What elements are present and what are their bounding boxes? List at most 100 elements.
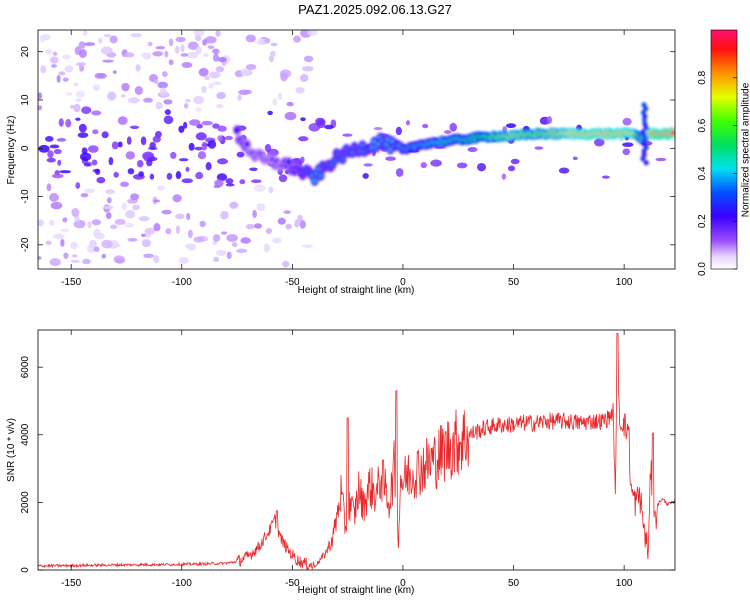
spectrogram-cell: [212, 234, 221, 242]
ridge-streak: [640, 110, 646, 116]
spectrogram-cell: [195, 132, 207, 141]
spectrogram-cell: [123, 222, 134, 228]
spectrogram-cell: [71, 208, 80, 217]
spectrogram-cell: [80, 193, 89, 198]
spectrogram-cell: [254, 223, 262, 229]
spectrogram-cell: [226, 251, 232, 260]
spectrogram-cell: [147, 41, 153, 47]
spectrogram-cell: [146, 159, 153, 167]
snr-series-line: [38, 332, 675, 570]
ridge-core: [245, 142, 250, 146]
spectrogram-x-tick-label: -150: [61, 277, 81, 288]
spectrogram-cell: [278, 174, 288, 183]
snr-x-label: Height of straight line (km): [298, 585, 415, 596]
spectrogram-x-tick-label: 0: [400, 277, 406, 288]
spectrogram-cell: [202, 38, 208, 46]
spectrogram-cell: [395, 126, 402, 136]
ridge-streak: [643, 106, 649, 112]
ridge-streak: [640, 156, 646, 162]
spectrogram-cell: [298, 136, 309, 142]
spectrogram-cell: [622, 148, 631, 156]
ridge-core: [332, 159, 337, 163]
colorbar-gradient: [711, 30, 737, 269]
spectrogram-cell: [224, 135, 233, 141]
colorbar-tick-label: 0.4: [697, 166, 708, 180]
spectrogram-cell: [92, 84, 100, 91]
spectrogram-cell: [127, 237, 138, 242]
spectrogram-cell: [263, 243, 271, 253]
ridge-streak: [640, 129, 646, 135]
spectrogram-cell: [141, 239, 152, 248]
spectrogram-cell: [231, 242, 238, 248]
spectrogram-cell: [152, 135, 161, 143]
spectrogram-y-tick-label: -10: [20, 189, 31, 204]
spectrogram-cell: [476, 162, 487, 172]
spectrogram-cell: [240, 68, 252, 77]
spectrogram-cell: [138, 216, 150, 222]
snr-x-tick-label: -50: [285, 578, 300, 589]
spectrogram-cell: [172, 194, 182, 203]
spectrogram-cell: [342, 133, 353, 137]
ridge-streak: [641, 152, 647, 158]
spectrogram-cell: [70, 241, 78, 250]
spectrogram-cell: [195, 107, 202, 112]
spectrogram-cell: [44, 136, 54, 142]
spectrogram-frame: [37, 29, 676, 270]
snr-x-tick-label: -100: [172, 578, 192, 589]
spectrogram-cell: [405, 120, 411, 126]
spectrogram-cell: [96, 176, 106, 184]
spectrogram-cell: [111, 141, 119, 150]
spectrogram-cell: [237, 94, 242, 101]
spectrogram-cell: [197, 151, 207, 160]
spectrogram-cell: [178, 125, 185, 134]
spectrogram-cell: [75, 90, 85, 98]
spectrogram-cell: [60, 228, 70, 232]
spectrogram-cell: [534, 146, 544, 150]
spectrogram-cell: [284, 111, 297, 121]
spectrogram-cell: [208, 71, 221, 79]
spectrogram-x-tick-label: -50: [285, 277, 300, 288]
spectrogram-cell: [103, 33, 112, 38]
spectrogram-cell: [217, 56, 227, 63]
spectrogram-cell: [91, 110, 102, 116]
spectrogram-cell: [282, 260, 290, 268]
ridge-streak: [641, 102, 647, 108]
spectrogram-cell: [38, 144, 50, 153]
spectrogram-cell: [152, 254, 160, 264]
ridge-core: [235, 128, 240, 132]
spectrogram-cell: [324, 124, 334, 130]
spectrogram-cell: [144, 227, 156, 235]
colorbar-label: Normalized spectral amplitude: [740, 82, 750, 217]
spectrogram-cell: [212, 81, 222, 86]
spectrogram-ridge: [233, 102, 675, 186]
spectrogram-cell: [303, 55, 314, 63]
spectrogram-cell: [49, 144, 60, 149]
spectrogram-cell: [220, 231, 228, 235]
spectrogram-cell: [49, 193, 59, 202]
spectrogram-cell: [65, 92, 73, 96]
spectrogram-cell: [143, 97, 153, 103]
spectrogram-cell: [217, 158, 229, 165]
spectrogram-cell: [62, 54, 71, 60]
spectrogram-cell: [294, 219, 300, 228]
snr-y-ticks: 0 2000 4000 6000: [20, 356, 675, 573]
spectrogram-cell: [195, 171, 204, 180]
spectrogram-cell: [73, 82, 79, 87]
spectrogram-cell: [215, 249, 227, 256]
snr-x-tick-label: -150: [61, 578, 81, 589]
spectrogram-cell: [213, 256, 220, 263]
spectrogram-cell: [49, 258, 61, 267]
spectrogram-y-tick-label: -20: [20, 237, 31, 252]
ridge-core: [312, 179, 317, 183]
spectrogram-cell: [204, 36, 217, 44]
spectrogram-cell: [229, 201, 239, 209]
spectrogram-cell: [212, 48, 220, 55]
spectrogram-cell: [198, 67, 209, 77]
spectrogram-cell: [395, 168, 404, 177]
spectrogram-cell: [245, 63, 257, 70]
spectrogram-cell: [510, 158, 520, 165]
spectrogram-cell: [235, 248, 248, 253]
spectrogram-cell: [123, 52, 135, 58]
spectrogram-cell: [225, 183, 235, 187]
spectrogram-cell: [217, 125, 227, 132]
